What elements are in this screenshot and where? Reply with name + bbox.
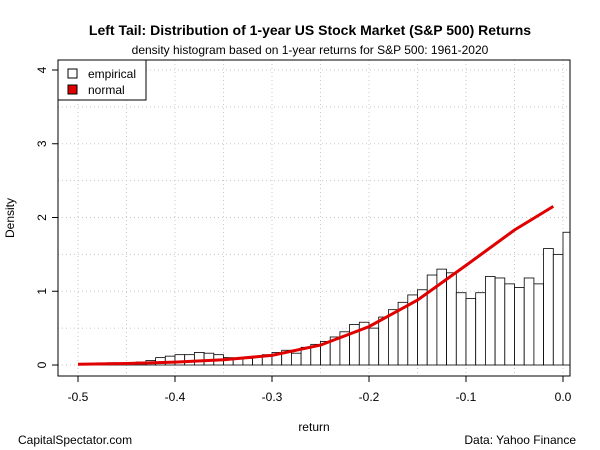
y-tick-label: 3 [35,140,49,147]
histogram-bar [446,272,457,366]
x-axis-label: return [298,420,329,434]
x-tick-label: 0.0 [555,390,572,404]
histogram-bar [465,298,477,366]
legend: empirical normal [57,59,147,101]
x-tick-label: -0.5 [68,390,89,404]
normal-curve-line [77,205,555,366]
histogram-bar [368,327,380,366]
histogram-bar [193,352,205,366]
x-axis: -0.5 -0.4 -0.3 -0.2 -0.1 0.0 [68,375,572,404]
histogram-bar [484,276,496,366]
y-tick-label: 1 [35,288,49,295]
legend-normal-label: normal [88,83,125,97]
y-tick-label: 4 [35,66,49,73]
histogram-bar [562,231,570,366]
histogram-bar [378,316,389,366]
histogram-bar [504,283,515,366]
y-axis: 0 1 2 3 4 [35,66,59,368]
y-tick-label: 0 [35,361,49,368]
histogram-bar [543,248,554,366]
footer-source-site: CapitalSpectator.com [18,433,132,447]
histogram-bar [455,292,467,366]
histogram-bar [475,292,486,366]
histogram-bar [514,287,525,366]
x-tick-label: -0.2 [359,390,380,404]
legend-empirical-label: empirical [88,67,136,81]
histogram-bar [417,289,428,366]
legend-normal-swatch [67,84,78,95]
histogram-bar [494,277,506,366]
chart-subtitle: density histogram based on 1-year return… [132,43,489,57]
histogram-bar [387,309,399,366]
histogram-bars [97,231,570,366]
histogram-bar [397,301,409,366]
histogram-bar [290,352,302,366]
legend-empirical-swatch [67,68,78,79]
histogram-bar [523,277,535,366]
y-tick-label: 2 [35,214,49,221]
y-axis-label: Density [3,198,17,238]
x-tick-label: -0.1 [456,390,477,404]
histogram-bar [533,283,545,366]
x-tick-label: -0.3 [262,390,283,404]
chart-title: Left Tail: Distribution of 1-year US Sto… [89,22,531,38]
footer-data-source: Data: Yahoo Finance [464,433,576,447]
x-tick-label: -0.4 [165,390,186,404]
histogram-bar [552,253,564,366]
